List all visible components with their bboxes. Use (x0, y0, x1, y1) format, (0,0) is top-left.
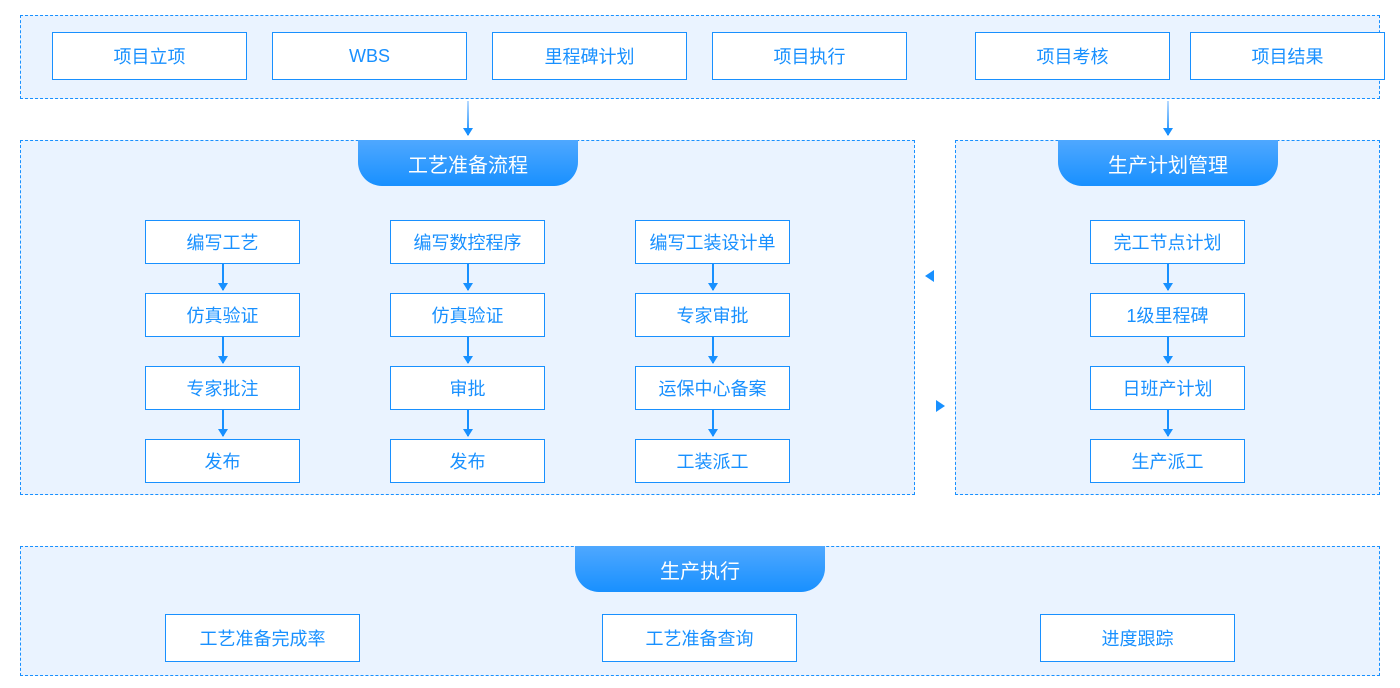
arrow-down-icon (467, 264, 469, 290)
arrow-down-icon (467, 101, 469, 135)
stage-label: 项目执行 (774, 43, 846, 69)
node-label: 编写工艺 (187, 229, 259, 255)
flow-node: 运保中心备案 (635, 366, 790, 410)
flow-node: 专家批注 (145, 366, 300, 410)
arrow-down-icon (712, 410, 714, 436)
arrow-down-icon (1167, 264, 1169, 290)
process-prep-title-pill: 工艺准备流程 (358, 140, 578, 186)
node-label: 运保中心备案 (659, 375, 767, 401)
stage-box: 项目考核 (975, 32, 1170, 80)
stage-label: WBS (349, 46, 390, 67)
flow-node: 完工节点计划 (1090, 220, 1245, 264)
arrow-down-icon (712, 337, 714, 363)
flow-node: 审批 (390, 366, 545, 410)
pill-label: 生产计划管理 (1108, 149, 1228, 178)
node-label: 生产派工 (1132, 448, 1204, 474)
stage-label: 里程碑计划 (545, 43, 635, 69)
flow-node: 工装派工 (635, 439, 790, 483)
flow-node: 生产派工 (1090, 439, 1245, 483)
node-label: 完工节点计划 (1114, 229, 1222, 255)
flow-node: 编写工艺 (145, 220, 300, 264)
exec-node: 进度跟踪 (1040, 614, 1235, 662)
node-label: 发布 (205, 448, 241, 474)
stage-label: 项目考核 (1037, 43, 1109, 69)
stage-label: 项目立项 (114, 43, 186, 69)
flow-node: 日班产计划 (1090, 366, 1245, 410)
node-label: 仿真验证 (432, 302, 504, 328)
node-label: 工艺准备查询 (646, 625, 754, 651)
arrow-down-icon (222, 264, 224, 290)
arrow-down-icon (1167, 337, 1169, 363)
stage-box: 项目执行 (712, 32, 907, 80)
stage-label: 项目结果 (1252, 43, 1324, 69)
node-label: 仿真验证 (187, 302, 259, 328)
node-label: 专家批注 (187, 375, 259, 401)
pill-label: 工艺准备流程 (408, 149, 528, 178)
node-label: 编写数控程序 (414, 229, 522, 255)
arrow-down-icon (467, 337, 469, 363)
flow-node: 专家审批 (635, 293, 790, 337)
flow-node: 1级里程碑 (1090, 293, 1245, 337)
prod-plan-title-pill: 生产计划管理 (1058, 140, 1278, 186)
arrow-down-icon (1167, 101, 1169, 135)
stage-box: 里程碑计划 (492, 32, 687, 80)
flow-node: 发布 (390, 439, 545, 483)
flow-node: 发布 (145, 439, 300, 483)
node-label: 进度跟踪 (1102, 625, 1174, 651)
prod-exec-title-pill: 生产执行 (575, 546, 825, 592)
exec-node: 工艺准备完成率 (165, 614, 360, 662)
stage-box: 项目结果 (1190, 32, 1385, 80)
node-label: 工艺准备完成率 (200, 625, 326, 651)
stage-box: 项目立项 (52, 32, 247, 80)
flow-node: 编写工装设计单 (635, 220, 790, 264)
arrow-down-icon (712, 264, 714, 290)
node-label: 1级里程碑 (1126, 302, 1208, 328)
node-label: 工装派工 (677, 448, 749, 474)
arrow-down-icon (467, 410, 469, 436)
node-label: 审批 (450, 375, 486, 401)
arrow-down-icon (222, 410, 224, 436)
arrow-down-icon (222, 337, 224, 363)
node-label: 专家审批 (677, 302, 749, 328)
arrow-right-icon (936, 400, 945, 412)
node-label: 编写工装设计单 (650, 229, 776, 255)
node-label: 发布 (450, 448, 486, 474)
stage-box: WBS (272, 32, 467, 80)
flow-node: 编写数控程序 (390, 220, 545, 264)
flow-node: 仿真验证 (145, 293, 300, 337)
flow-node: 仿真验证 (390, 293, 545, 337)
pill-label: 生产执行 (660, 555, 740, 584)
arrow-left-icon (925, 270, 934, 282)
arrow-down-icon (1167, 410, 1169, 436)
node-label: 日班产计划 (1123, 375, 1213, 401)
exec-node: 工艺准备查询 (602, 614, 797, 662)
